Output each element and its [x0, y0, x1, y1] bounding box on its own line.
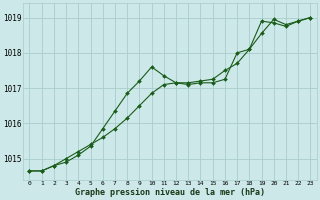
X-axis label: Graphe pression niveau de la mer (hPa): Graphe pression niveau de la mer (hPa): [75, 188, 265, 197]
